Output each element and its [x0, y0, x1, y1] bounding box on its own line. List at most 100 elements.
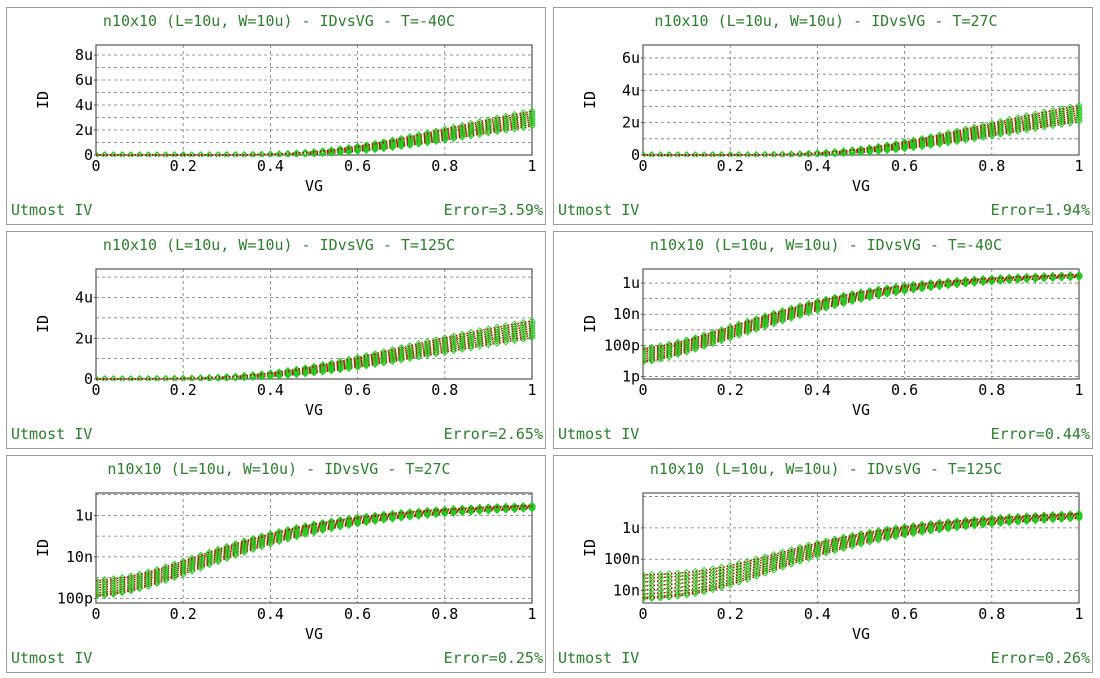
measured-point: [726, 576, 734, 584]
measured-point: [449, 332, 458, 340]
measured-point: [735, 320, 743, 328]
measured-point: [648, 589, 656, 598]
measured-point: [726, 564, 734, 572]
measured-point: [397, 344, 405, 352]
y-tick-label: 8u: [75, 46, 93, 64]
y-tick-label: 0: [631, 146, 640, 164]
measured-point: [643, 358, 647, 366]
measured-point: [406, 508, 414, 517]
measured-point: [996, 274, 1005, 282]
measured-point: [805, 299, 813, 308]
measured-point: [979, 275, 987, 283]
measured-point: [362, 512, 370, 520]
series-group: [643, 270, 1083, 366]
measured-point: [135, 151, 144, 157]
measured-point: [717, 326, 726, 334]
measured-point: [648, 570, 656, 579]
measured-point: [709, 583, 717, 592]
measured-point: [406, 133, 414, 141]
footer-error-label: Error=3.59%: [444, 201, 543, 219]
measured-point: [1057, 271, 1066, 279]
x-tick-label: 0.4: [804, 381, 831, 399]
measured-point: [1014, 273, 1022, 281]
plot-frame: [95, 492, 533, 604]
measured-point: [319, 518, 327, 527]
measured-point: [726, 573, 734, 581]
chart-title: n10x10 (L=10u, W=10u) - IDvsVG - T=27C: [107, 460, 450, 478]
y-tick-label: 4u: [622, 81, 640, 99]
x-tick-label: 1: [527, 381, 536, 399]
measured-point: [1049, 511, 1057, 519]
measured-point: [362, 142, 370, 150]
measured-point: [674, 572, 682, 581]
series-group: [96, 317, 536, 381]
measured-point: [674, 338, 682, 347]
y-tick-label: 2u: [75, 329, 93, 347]
measured-point: [275, 529, 283, 537]
measured-point: [449, 505, 458, 513]
footer-tool-label: Utmost IV: [11, 649, 92, 667]
measured-point: [319, 362, 327, 370]
footer-error-label: Error=0.26%: [991, 649, 1090, 667]
measured-point: [682, 568, 691, 577]
measured-point: [1014, 114, 1022, 122]
measured-point: [656, 589, 665, 597]
measured-point: [266, 150, 275, 157]
x-tick-label: 0.8: [431, 605, 458, 623]
x-tick-label: 1: [1074, 157, 1083, 175]
x-axis-label: VG: [305, 177, 323, 195]
measured-point: [674, 579, 682, 588]
measured-point: [822, 148, 830, 156]
measured-point: [476, 503, 484, 512]
x-tick-label: 0.2: [170, 157, 197, 175]
measured-point: [1005, 514, 1013, 522]
measured-point: [1040, 512, 1048, 521]
x-axis-label: VG: [852, 401, 870, 419]
x-tick-label: 0: [638, 605, 647, 623]
measured-point: [441, 505, 449, 514]
measured-point: [1031, 511, 1040, 520]
measured-point: [96, 592, 100, 600]
measured-point: [643, 593, 647, 601]
x-tick-label: 0: [91, 157, 100, 175]
measured-point: [866, 144, 874, 152]
measured-point: [674, 590, 682, 599]
simulated-curve: [96, 506, 533, 591]
measured-point: [866, 286, 874, 295]
measured-point: [953, 276, 961, 285]
measured-point: [883, 284, 891, 292]
y-tick-label: 4u: [75, 289, 93, 307]
measured-point: [231, 540, 240, 548]
measured-point: [284, 367, 292, 375]
measured-point: [1075, 509, 1083, 518]
y-tick-label: 1p: [622, 368, 640, 386]
measured-point: [831, 535, 839, 543]
measured-point: [813, 149, 822, 157]
y-tick-label: 100n: [604, 550, 640, 568]
measured-point: [109, 151, 118, 157]
measured-point: [996, 117, 1005, 126]
measured-point: [301, 364, 309, 372]
measured-point: [118, 375, 126, 381]
measured-point: [101, 576, 109, 584]
measured-point: [415, 340, 423, 348]
measured-point: [415, 507, 423, 515]
measured-point: [528, 107, 536, 115]
measured-point: [353, 142, 362, 151]
measured-point: [900, 282, 909, 290]
measured-point: [839, 147, 848, 155]
measured-point: [101, 151, 109, 157]
measured-point: [275, 368, 283, 377]
simulated-curve: [643, 515, 1080, 591]
measured-point: [432, 336, 440, 344]
measured-point: [476, 327, 484, 335]
y-tick-label: 100p: [604, 336, 640, 354]
x-tick-label: 0.6: [891, 381, 918, 399]
x-tick-label: 0.6: [891, 157, 918, 175]
measured-point: [432, 506, 440, 514]
measured-point: [648, 574, 656, 582]
measured-point: [96, 151, 100, 157]
measured-point: [770, 550, 778, 559]
measured-point: [502, 112, 510, 121]
